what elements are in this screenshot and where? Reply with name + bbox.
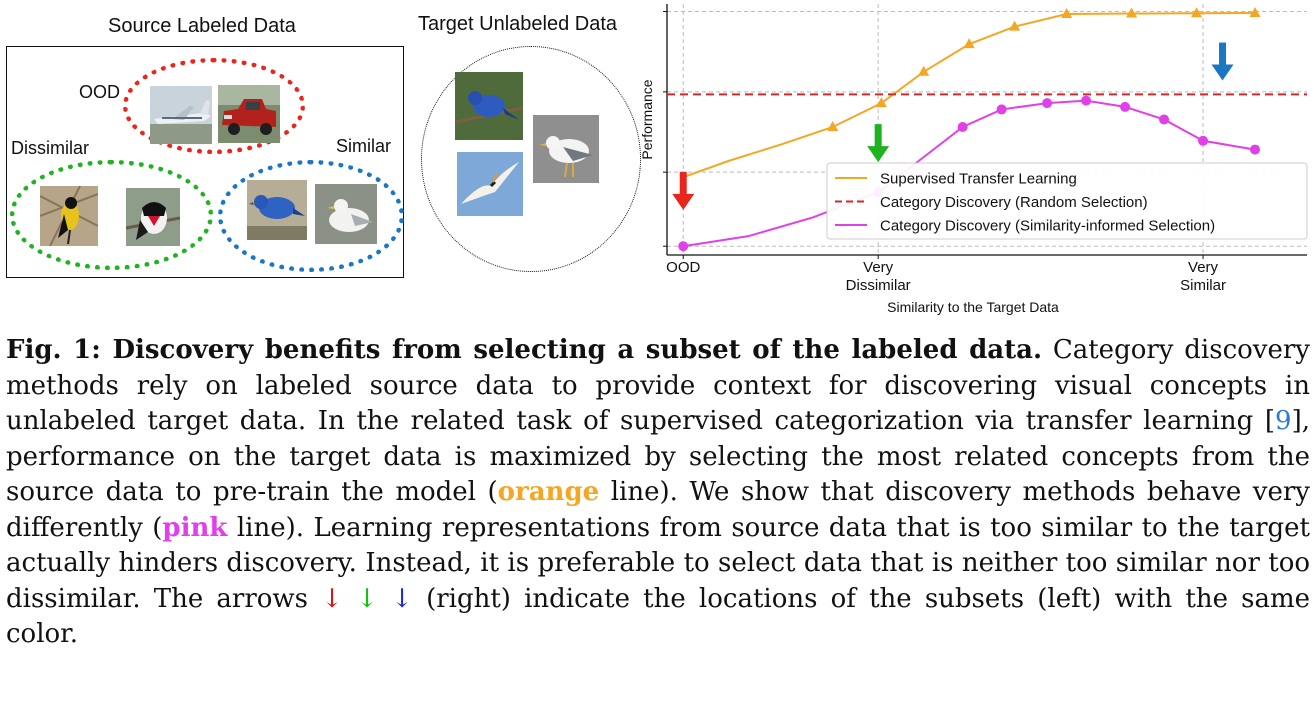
series-2-point: [1120, 101, 1131, 112]
grosbeak-photo: [126, 188, 180, 246]
caption-lead: Fig. 1: Discovery benefits from selectin…: [6, 335, 1043, 365]
similar-ellipse: [218, 160, 404, 272]
series-2-point: [678, 241, 689, 252]
x-axis-label: Similarity to the Target Data: [887, 299, 1059, 315]
series-0-point: [827, 120, 839, 131]
x-tick-label-0: OOD: [666, 259, 700, 276]
series-2-point: [1159, 114, 1170, 125]
series-2-point: [1081, 95, 1092, 106]
green-arrow-icon: ↓: [356, 583, 378, 614]
ood-ellipse: [123, 58, 305, 154]
y-axis-label: Performance: [640, 79, 655, 159]
chart-legend: Supervised Transfer Learning Category Dis…: [826, 162, 1308, 240]
caption-text-5: (right) indicate the locations of the su…: [6, 583, 1311, 650]
x-tick-label-1: Very: [863, 259, 894, 276]
red-truck-photo: [218, 85, 280, 143]
x-tick-label-2: Very: [1188, 259, 1219, 276]
performance-chart: Supervised Transfer Learning Category Dis…: [640, 4, 1308, 315]
target-bunting-photo: [455, 72, 523, 140]
bunting-photo: [247, 180, 307, 240]
series-0-point: [1126, 7, 1138, 18]
yellow-bird-photo: [40, 186, 98, 246]
red-arrow-icon: ↓: [321, 583, 343, 614]
caption-text-1: Category discovery methods rely on label…: [6, 335, 1310, 436]
dissimilar-ellipse: [10, 160, 213, 270]
target-seagull-photo: [533, 115, 599, 183]
legend-label-0: Supervised Transfer Learning: [880, 171, 1077, 188]
chart-arrows: [672, 42, 1234, 210]
target-data-title: Target Unlabeled Data: [418, 13, 618, 35]
series-0-point: [918, 65, 930, 76]
x-tick-label-1: Dissimilar: [846, 277, 911, 294]
x-tick-label-2: Similar: [1180, 277, 1226, 294]
blue-arrow-icon: ↓: [391, 583, 413, 614]
caption-text-4: line). Learning representations from sou…: [6, 512, 1310, 614]
series-0-point: [875, 97, 887, 108]
dissimilar-group-label: Dissimilar: [11, 138, 89, 158]
chart-arrow-2: [1219, 42, 1227, 67]
series-2-point: [996, 104, 1007, 115]
chart-series: [667, 7, 1307, 252]
source-data-box: [6, 46, 404, 278]
caption-text-3: line). We show that discovery methods be…: [6, 477, 1310, 543]
chart-arrow-head-0: [672, 193, 695, 210]
caption-pink-word: pink: [162, 512, 228, 543]
chart-axes: [663, 4, 1307, 259]
series-0-point: [963, 38, 975, 49]
airplane-photo: [150, 86, 212, 144]
series-0-point: [1191, 7, 1203, 18]
legend-label-2: Category Discovery (Similarity-informed …: [880, 218, 1215, 235]
series-0-point: [1061, 8, 1073, 19]
chart-arrow-head-2: [1211, 64, 1234, 81]
chart-arrow-head-1: [867, 146, 890, 163]
target-data-circle: [421, 46, 641, 272]
ood-group-label: OOD: [79, 82, 121, 102]
caption-text-2: ], performance on the target data is max…: [6, 406, 1310, 507]
figure-caption: Fig. 1: Discovery benefits from selectin…: [6, 333, 1310, 653]
legend-box: [826, 162, 1308, 240]
source-data-title: Source Labeled Data: [108, 15, 296, 37]
series-line-0: [682, 12, 1256, 179]
legend-label-1: Category Discovery (Random Selection): [880, 194, 1148, 211]
target-tern-photo: [457, 152, 523, 216]
citation-link[interactable]: 9: [1275, 406, 1292, 436]
series-0-point: [1249, 7, 1261, 18]
series-2-point: [1250, 144, 1261, 155]
seagull-photo: [315, 184, 377, 244]
series-0-point: [1009, 20, 1021, 31]
series-2-point: [957, 121, 968, 132]
similar-group-label: Similar: [336, 136, 392, 156]
chart-arrow-1: [874, 124, 882, 149]
chart-arrow-0: [679, 171, 687, 196]
series-2-point: [1198, 135, 1209, 146]
series-2-point: [1042, 98, 1053, 109]
caption-orange-word: orange: [497, 477, 600, 507]
